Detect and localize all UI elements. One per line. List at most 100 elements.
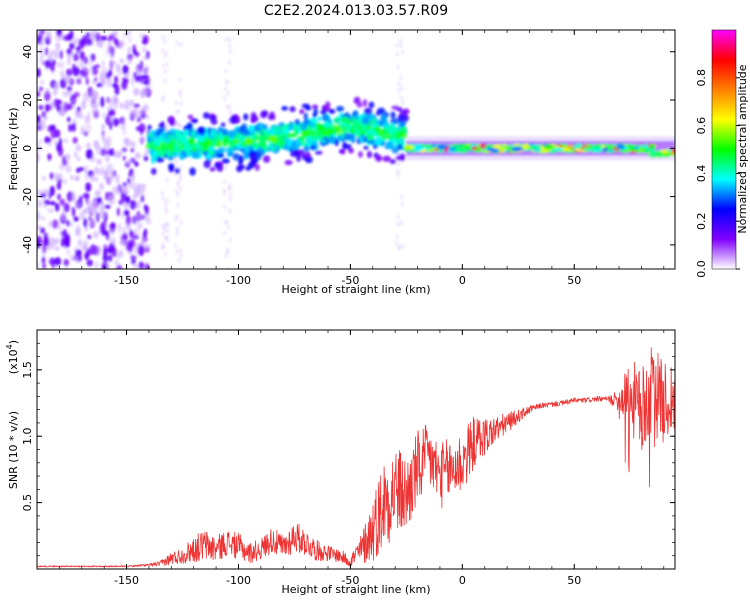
noise-blob <box>131 172 135 184</box>
y-tick-label: 0.5 <box>21 494 34 512</box>
noise-blob <box>60 70 64 77</box>
signal-blob <box>185 143 193 152</box>
speckle <box>174 243 177 248</box>
noise-blob <box>119 102 123 110</box>
signal-blob <box>147 124 152 131</box>
noise-blob <box>133 103 140 108</box>
tone-blob <box>648 143 656 149</box>
signal-blob <box>300 142 309 147</box>
noise-blob <box>119 238 126 246</box>
speckle <box>223 204 227 209</box>
noise-blob <box>73 91 80 98</box>
signal-blob <box>173 144 181 151</box>
noise-blob <box>107 254 113 262</box>
signal-blob <box>343 143 352 150</box>
spectrogram-y-axis: -40 -20 0 20 40 <box>21 45 675 254</box>
spectrogram-frame <box>36 29 676 270</box>
noise-blob <box>139 126 144 136</box>
signal-blob <box>197 126 206 135</box>
noise-blob <box>72 63 76 73</box>
signal-blob <box>244 145 250 154</box>
tone-blob <box>593 147 604 153</box>
noise-blob <box>57 193 61 201</box>
noise-blob <box>102 254 109 263</box>
signal-blob <box>157 136 165 141</box>
noise-blob <box>58 109 66 117</box>
tone-blob <box>637 144 647 149</box>
tone-blob <box>489 148 500 153</box>
noise-blob <box>81 99 87 110</box>
signal-blob <box>260 110 268 119</box>
noise-blob <box>119 42 123 50</box>
snr-frame <box>36 329 676 570</box>
noise-blob <box>116 207 120 217</box>
noise-blob <box>138 245 145 257</box>
snr-series-line <box>37 347 675 568</box>
speckle <box>179 249 182 254</box>
signal-blob <box>288 123 294 131</box>
colorbar-tick-label: 0.6 <box>695 117 708 135</box>
noise-blob <box>109 33 115 40</box>
signal-blob <box>232 152 240 161</box>
noise-blob <box>62 35 70 41</box>
signal-blob <box>303 151 311 159</box>
signal-blob <box>376 107 386 115</box>
signal-blob <box>182 130 190 137</box>
noise-blob <box>118 249 124 258</box>
noise-blob <box>41 61 46 66</box>
signal-blob <box>203 160 211 169</box>
noise-blob <box>113 95 118 104</box>
noise-blob <box>47 208 54 213</box>
speckle <box>396 214 400 220</box>
signal-blob <box>375 125 381 132</box>
signal-blob <box>253 125 261 132</box>
noise-blob <box>101 35 107 41</box>
speckle <box>223 96 226 101</box>
speckle <box>173 172 177 177</box>
signal-blob <box>167 115 175 125</box>
noise-blob <box>122 32 127 39</box>
noise-blob <box>65 165 72 173</box>
noise-blob <box>101 123 106 130</box>
signal-blob <box>366 133 374 141</box>
noise-blob <box>122 103 128 109</box>
noise-blob <box>96 197 103 204</box>
tone-blob <box>436 144 447 150</box>
noise-blob <box>72 37 78 46</box>
speckle <box>395 52 399 57</box>
tone-blob <box>553 147 564 151</box>
noise-blob <box>96 158 102 165</box>
noise-blob <box>84 165 89 176</box>
speckle <box>398 244 401 250</box>
noise-blob <box>142 80 150 86</box>
snr-y-multiplier-exp: 4 <box>5 344 14 349</box>
noise-blob <box>37 235 42 246</box>
signal-blob <box>187 114 194 120</box>
speckle <box>177 258 181 263</box>
speckle <box>222 179 226 185</box>
noise-blob <box>138 107 146 116</box>
y-tick-label: 0 <box>21 145 34 152</box>
signal-blob <box>173 151 178 158</box>
noise-blob <box>37 35 42 45</box>
noise-blob <box>71 196 76 202</box>
signal-blob <box>267 143 272 149</box>
noise-blob <box>101 112 106 119</box>
noise-blob <box>143 155 149 162</box>
signal-blob <box>186 139 196 145</box>
noise-blob <box>128 181 135 190</box>
signal-blob <box>339 123 345 129</box>
signal-blob <box>196 144 202 151</box>
speckle <box>161 191 164 196</box>
y-tick-label: 1.5 <box>21 361 34 379</box>
noise-blob <box>115 174 120 184</box>
speckle <box>179 253 183 259</box>
noise-blob <box>75 144 82 152</box>
signal-blob <box>221 158 230 164</box>
noise-blob <box>64 75 71 84</box>
noise-blob <box>89 97 94 107</box>
y-tick-label: 1.0 <box>21 427 34 445</box>
tone-blob <box>594 143 601 149</box>
snr-y-multiplier-close: ) <box>7 340 20 344</box>
